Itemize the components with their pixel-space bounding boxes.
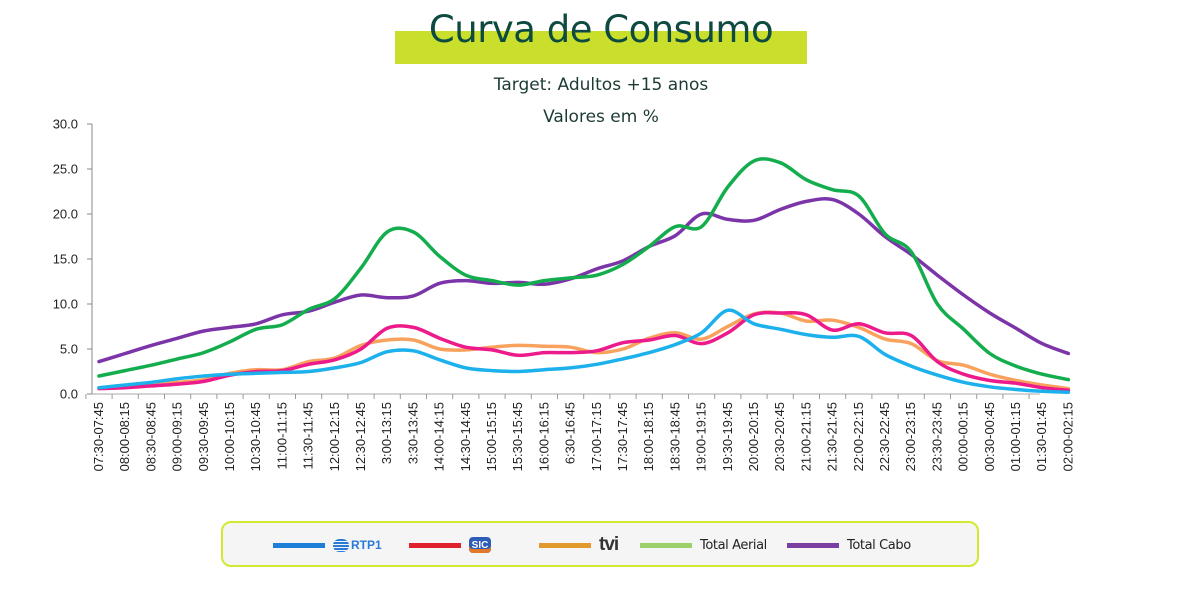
series-line-sic	[97, 310, 1071, 393]
x-tick-label: 3:00-13:15	[379, 402, 394, 464]
x-tick-label: 10:00-10:15	[222, 402, 237, 471]
x-tick-label: 21:00-21:15	[798, 402, 813, 471]
x-tick-label: 15:00-15:15	[484, 402, 499, 471]
legend-line-total-aerial	[640, 542, 692, 548]
legend-label-tvi: tvi	[599, 534, 619, 555]
legend-item-total-cabo: Total Cabo	[787, 535, 911, 555]
axis-labels: 0.0 5.0 10.0 15.0 20.0 25.0 30.0 07:30-07:45 08:…	[53, 117, 1076, 472]
y-tick-label: 25.0	[53, 162, 78, 177]
sic-logo-icon: SIC	[469, 537, 491, 553]
legend-label-total-cabo: Total Cabo	[847, 537, 911, 553]
axes	[85, 123, 1040, 399]
chart-units: Valores em %	[543, 107, 659, 127]
x-tick-label: 15:30-15:45	[510, 402, 525, 471]
title-highlight-bar	[395, 31, 807, 64]
y-tick-label: 10.0	[53, 297, 78, 312]
series-line-tvi	[97, 310, 1071, 391]
legend-label-total-aerial: Total Aerial	[700, 537, 767, 553]
x-tick-label: 19:30-19:45	[720, 402, 735, 471]
x-tick-label: 12:30-12:45	[353, 402, 368, 471]
x-tick-label: 14:30-14:45	[458, 402, 473, 471]
x-tick-label: 08:30-08:45	[143, 402, 158, 471]
x-tick-label: 08:00-08:15	[117, 402, 132, 471]
x-tick-label: 10:30-10:45	[248, 402, 263, 471]
y-tick-label: 0.0	[60, 387, 78, 402]
legend-item-total-aerial: Total Aerial	[640, 535, 767, 555]
x-tick-label: 01:30-01:45	[1034, 402, 1049, 471]
x-tick-label: 22:30-22:45	[877, 402, 892, 471]
x-tick-label: 23:00-23:15	[903, 402, 918, 471]
x-tick-label: 02:00-02:15	[1060, 402, 1075, 471]
y-tick-label: 20.0	[53, 207, 78, 222]
x-tick-label: 18:30-18:45	[667, 402, 682, 471]
series-line-rtp1	[97, 308, 1071, 394]
legend-label-sic: SIC	[471, 539, 489, 551]
x-tick-label: 11:30-11:45	[301, 402, 316, 469]
x-tick-label: 19:00-19:15	[694, 402, 709, 471]
legend-line-sic	[409, 542, 461, 548]
x-tick-label: 09:30-09:45	[196, 402, 211, 471]
legend-line-tvi	[539, 542, 591, 548]
x-tick-label: 11:00-11:15	[274, 402, 289, 469]
chart-subtitle: Target: Adultos +15 anos	[493, 75, 709, 95]
legend-item-rtp1: RTP1	[273, 535, 382, 555]
x-tick-label: 07:30-07:45	[91, 402, 106, 471]
x-tick-label: 22:00-22:15	[851, 402, 866, 471]
x-tick-label: 12:00-12:15	[327, 402, 342, 471]
x-tick-label: 21:30-21:45	[825, 402, 840, 471]
x-tick-label: 01:00-01:15	[1008, 402, 1023, 471]
x-tick-label: 16:00-16:15	[536, 402, 551, 471]
tvi-logo-icon: tvi	[599, 534, 619, 556]
x-tick-label: 6:30-16:45	[563, 402, 578, 464]
rtp1-logo-icon: RTP1	[333, 538, 382, 552]
series-line-total-cabo	[97, 197, 1071, 364]
x-tick-label: 17:30-17:45	[615, 402, 630, 471]
x-tick-label: 20:30-20:45	[772, 402, 787, 471]
x-tick-label: 20:00-20:15	[746, 402, 761, 471]
chart-legend: RTP1 SIC tvi Total Aerial Total Cabo	[221, 521, 979, 567]
y-tick-label: 15.0	[53, 252, 78, 267]
legend-label-rtp1: RTP1	[351, 538, 382, 552]
y-tick-label: 5.0	[60, 342, 78, 357]
x-tick-label: 09:00-09:15	[170, 402, 185, 471]
legend-line-total-cabo	[787, 542, 839, 548]
chart-title: Curva de Consumo	[428, 8, 774, 51]
x-tick-label: 00:30-00:45	[982, 402, 997, 471]
x-tick-label: 3:30-13:45	[405, 402, 420, 464]
series-line-total-aerial	[97, 157, 1071, 382]
x-tick-label: 23:30-23:45	[929, 402, 944, 471]
series-layer	[97, 157, 1071, 394]
x-tick-label: 17:00-17:15	[589, 402, 604, 471]
legend-item-tvi: tvi	[539, 534, 619, 556]
x-tick-label: 18:00-18:15	[641, 402, 656, 471]
y-tick-label: 30.0	[53, 117, 78, 132]
legend-item-sic: SIC	[409, 535, 491, 555]
line-chart: 0.0 5.0 10.0 15.0 20.0 25.0 30.0 07:30-07:45 08:…	[53, 117, 1076, 472]
legend-line-rtp1	[273, 542, 325, 548]
x-tick-label: 00:00-00:15	[956, 402, 971, 471]
x-tick-label: 14:00-14:15	[432, 402, 447, 471]
